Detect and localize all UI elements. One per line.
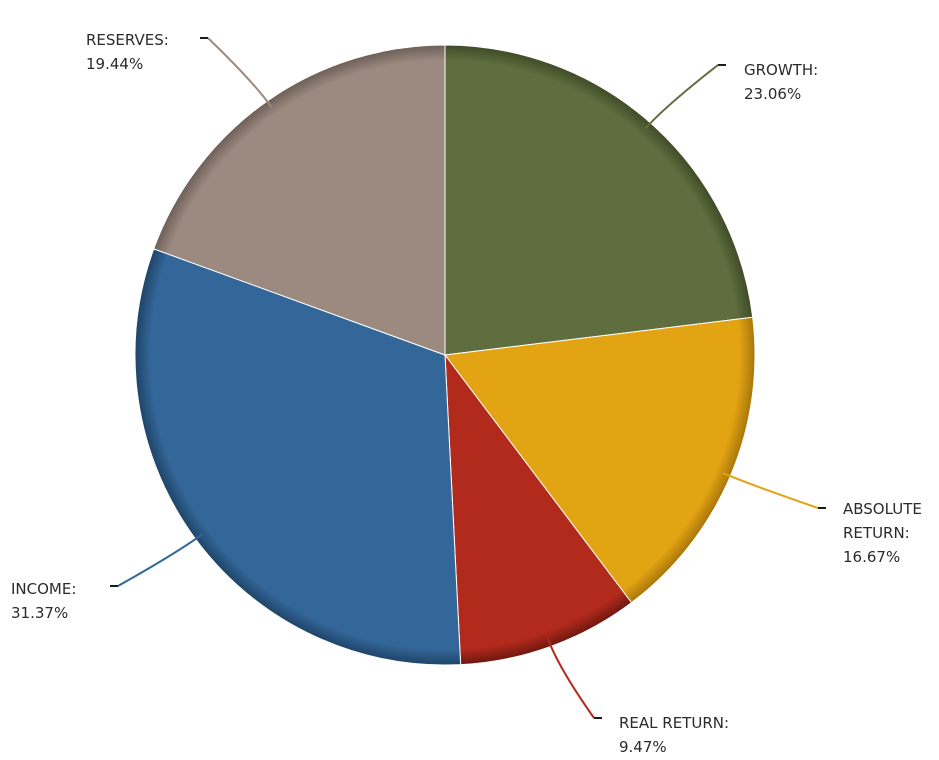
leader-line (644, 64, 719, 130)
slice-name-label: ABSOLUTE (843, 500, 922, 518)
slice-value-label: 31.37% (11, 604, 68, 622)
slice-name-label: RETURN: (843, 524, 910, 542)
slice-value-label: 23.06% (744, 85, 801, 103)
slice-value-label: 9.47% (619, 738, 667, 756)
slice-label: REAL RETURN: 9.47% (619, 714, 729, 756)
leader-lines (110, 37, 826, 719)
leader-line (207, 37, 273, 109)
pie-slice[interactable] (444, 44, 754, 356)
slice-name-label: GROWTH: (744, 61, 818, 79)
leader-line (722, 472, 819, 509)
leader-line (547, 638, 595, 719)
slice-value-label: 19.44% (86, 55, 143, 73)
slice-name-label: REAL RETURN: (619, 714, 729, 732)
slice-name-label: RESERVES: (86, 31, 169, 49)
pie-slices (134, 44, 756, 666)
slice-label: GROWTH: 23.06% (744, 61, 818, 103)
slice-value-label: 16.67% (843, 548, 900, 566)
slice-labels: GROWTH: 23.06% ABSOLUTE RETURN: 16.67% REAL R… (11, 31, 922, 756)
leader-line (117, 533, 203, 587)
slice-name-label: INCOME: (11, 580, 76, 598)
slice-label: ABSOLUTE RETURN: 16.67% (843, 500, 922, 566)
slice-label: INCOME: 31.37% (11, 580, 76, 622)
slice-label: RESERVES: 19.44% (86, 31, 169, 73)
